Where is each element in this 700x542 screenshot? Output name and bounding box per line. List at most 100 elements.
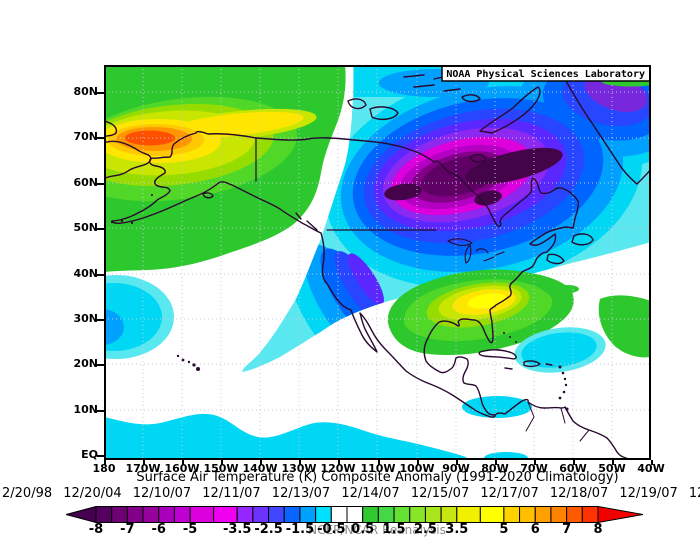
axis-tick [97, 274, 104, 276]
axis-tick [534, 460, 536, 465]
colorbar-tick-label: -3.5 [222, 522, 252, 537]
lakes-great-lakes [447, 238, 505, 264]
coast-us-east-canada-arctic [255, 137, 580, 344]
colorbar-box [503, 506, 521, 523]
plot-border [104, 65, 651, 460]
lat-label: 30N [73, 312, 98, 325]
lat-label: 70N [73, 130, 98, 143]
colorbar-box [158, 506, 175, 523]
map-figure: NOAA Physical Sciences Laboratory [58, 62, 673, 464]
axis-tick [573, 460, 575, 465]
warm-anomaly-northwest [104, 65, 346, 272]
lon-label: 60W [559, 462, 587, 475]
colorbar-tick-label: 1.5 [382, 522, 406, 537]
colorbar-box [111, 506, 128, 523]
colorbar-box [330, 506, 348, 523]
island-baffin [479, 86, 541, 134]
colorbar-box [315, 506, 332, 523]
noaa-credit-box: NOAA Physical Sciences Laboratory [441, 65, 651, 82]
colorbar-tick-label: -7 [120, 522, 135, 537]
colorbar-tick-label: 0.5 [351, 522, 375, 537]
axis-tick [97, 183, 104, 185]
lon-label: 40W [637, 462, 665, 475]
axis-tick [97, 228, 104, 230]
colorbar-box [299, 506, 317, 523]
colorbar-tick-label: -6 [151, 522, 166, 537]
colorbar-tick-label: -0.5 [317, 522, 346, 537]
lon-label: 130W [281, 462, 317, 475]
axis-tick [97, 137, 104, 139]
colorbar-box [440, 506, 458, 523]
axis-tick [417, 460, 419, 465]
composite-dates: 2/20/98 12/20/04 12/10/07 12/11/07 12/13… [2, 486, 700, 501]
lat-label: EQ [81, 448, 98, 461]
lon-label: 140W [242, 462, 278, 475]
lon-label: 70W [520, 462, 548, 475]
island-victoria [369, 106, 399, 121]
colorbar-box [142, 506, 160, 523]
map-svg: NOAA Physical Sciences Laboratory [58, 62, 673, 464]
axis-tick [651, 460, 653, 465]
colorbar-box [424, 506, 442, 523]
green-dash-atlantic [557, 285, 579, 293]
colorbar-tick-label: 3.5 [445, 522, 469, 537]
island-vancouver [295, 212, 318, 231]
colorbar-box [173, 506, 191, 523]
island-cuba [478, 349, 517, 360]
lon-label: 90W [442, 462, 470, 475]
island-jamaica [504, 367, 513, 370]
axis-tick [97, 92, 104, 94]
axis-tick [182, 460, 184, 465]
lon-label: 80W [481, 462, 509, 475]
colorbar-box [566, 506, 583, 523]
axis-tick [143, 460, 145, 465]
colorbar-box [236, 506, 254, 523]
lat-label: 40N [73, 267, 98, 280]
lon-label: 180 [92, 462, 116, 475]
lon-label: 160W [164, 462, 200, 475]
island-southampton [469, 153, 487, 163]
colorbar-box [213, 506, 238, 523]
island-puertorico [545, 363, 553, 366]
warm-anomaly-southeast-us [387, 269, 651, 358]
lat-label: 20N [73, 357, 98, 370]
colorbar-tick-label: 5 [499, 522, 509, 537]
lat-label: 80N [73, 85, 98, 98]
colorbar-box [362, 506, 379, 523]
colorbar-left-arrow [66, 506, 97, 523]
colorbar-tick-label: -1.5 [285, 522, 315, 537]
colorbar-box [550, 506, 568, 523]
axis-tick [97, 364, 104, 366]
colorbar-tick-label: -8 [88, 522, 104, 537]
axis-tick [612, 460, 614, 465]
colorbar-box [393, 506, 411, 523]
colorbar-box [581, 506, 599, 523]
axis-tick [104, 460, 106, 465]
island-kodiak [202, 192, 214, 199]
small-islands [110, 194, 569, 411]
colorbar-tick-label: 2.5 [413, 522, 437, 537]
coastlines [103, 74, 652, 461]
colorbar-tick-label: 6 [530, 522, 540, 537]
lat-label: 60N [73, 176, 98, 189]
colorbar-box [252, 506, 270, 523]
island-newfoundland [571, 233, 594, 246]
plot-title: Surface Air Temperature (K) Composite An… [136, 470, 619, 485]
colorbar-right-arrow [597, 506, 643, 523]
lon-label: 110W [360, 462, 396, 475]
coast-greenland [565, 80, 652, 185]
colorbar-tick-label: 7 [562, 522, 572, 537]
colorbar-box [377, 506, 395, 523]
lon-label: 150W [203, 462, 239, 475]
colorbar-box [189, 506, 215, 523]
lon-label: 170W [125, 462, 161, 475]
colorbar-tick-label: -2.5 [254, 522, 283, 537]
noaa-credit-label: NOAA Physical Sciences Laboratory [446, 68, 645, 80]
axis-tick [456, 460, 458, 465]
coast-gulf-centralamerica [423, 337, 496, 416]
island-novascotia [546, 253, 565, 265]
island-hispaniola [523, 360, 541, 368]
axis-tick [260, 460, 262, 465]
colorbar-box [519, 506, 536, 523]
